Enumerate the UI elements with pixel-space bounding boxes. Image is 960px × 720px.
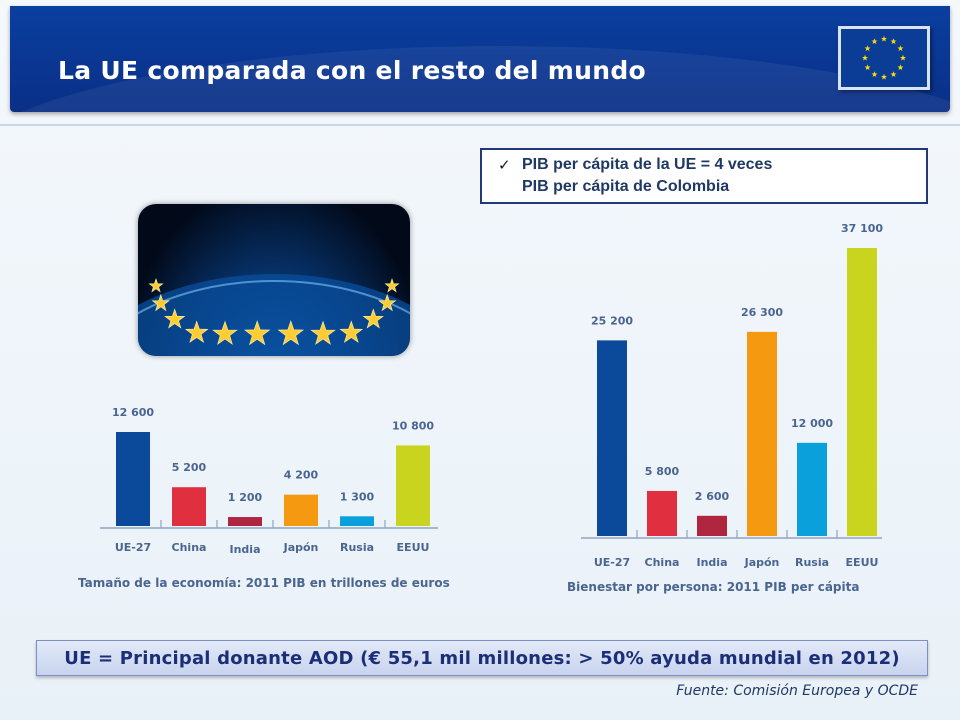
bar-china [647, 490, 677, 536]
globe-shape [138, 274, 410, 356]
bar-rusia [797, 442, 827, 536]
chart-2: 25 200 UE-27 5 800 China 2 600 India 26 300 Jap… [581, 222, 883, 569]
eu-flag-icon [838, 26, 930, 90]
flag-star-icon [871, 71, 878, 77]
gold-star-icon [310, 320, 336, 345]
bar-ue-27 [116, 432, 150, 526]
page-title: La UE comparada con el resto del mundo [58, 56, 647, 85]
chart-1-title: Tamaño de la economía: 2011 PIB en trill… [78, 576, 450, 590]
data-label: 25 200 [591, 314, 633, 327]
bar-india [697, 515, 727, 536]
category-label: Japón [283, 541, 319, 554]
bar-eeuu [396, 445, 430, 526]
flag-star-icon [900, 54, 906, 61]
callout-line-1: PIB per cápita de la UE = 4 veces [522, 156, 773, 173]
flag-star-icon [862, 54, 868, 61]
highlight-callout: ✓ PIB per cápita de la UE = 4 veces PIB … [480, 148, 928, 204]
header-banner [10, 6, 950, 112]
bar-rusia [340, 516, 374, 526]
flag-star-icon [890, 71, 897, 77]
bar-india [228, 517, 262, 526]
bar-ue-27 [597, 340, 627, 536]
gold-star-icon [339, 320, 364, 343]
gold-star-icon [384, 278, 400, 293]
category-label: India [697, 556, 728, 569]
bar-eeuu [847, 248, 877, 536]
category-label: UE-27 [594, 556, 630, 569]
chart-1: 12 600 UE-27 5 200 China 1 200 India 4 200 Japó… [100, 406, 438, 556]
bar-japón [284, 494, 318, 526]
data-label: 10 800 [392, 419, 434, 432]
flag-star-icon [864, 64, 871, 71]
gold-star-icon [244, 320, 271, 346]
data-label: 5 800 [645, 465, 680, 478]
data-label: 12 600 [112, 406, 154, 419]
data-label: 2 600 [695, 490, 730, 503]
flag-star-icon [897, 64, 904, 71]
chart-2-title: Bienestar por persona: 2011 PIB per cápi… [567, 580, 860, 594]
check-icon: ✓ [498, 156, 511, 174]
category-label: India [230, 543, 261, 556]
data-label: 5 200 [172, 461, 207, 474]
gold-star-icon [148, 278, 164, 293]
data-label: 1 300 [340, 490, 375, 503]
flag-star-icon [881, 73, 887, 80]
bar-japón [747, 331, 777, 536]
header-decoration [10, 6, 950, 112]
header-divider [0, 124, 960, 126]
category-label: EEUU [846, 556, 879, 569]
source-note: Fuente: Comisión Europea y OCDE [676, 683, 918, 699]
gold-star-icon [378, 293, 397, 312]
category-label: UE-27 [115, 541, 151, 554]
callout-line-2: PIB per cápita de Colombia [522, 178, 730, 195]
gold-star-icon [184, 320, 209, 343]
gold-star-icon [212, 320, 238, 345]
gold-star-icon [277, 320, 304, 346]
gold-star-icon [151, 293, 170, 312]
flag-star-icon [871, 38, 878, 45]
bar-china [172, 487, 206, 526]
category-label: Japón [744, 556, 780, 569]
data-label: 26 300 [741, 306, 783, 319]
data-label: 4 200 [284, 469, 319, 482]
category-label: Rusia [795, 556, 829, 569]
flag-star-icon [881, 35, 887, 42]
gold-star-icon [362, 308, 384, 329]
aod-banner: UE = Principal donante AOD (€ 55,1 mil m… [36, 640, 928, 676]
globe-rim [138, 280, 410, 315]
data-label: 12 000 [791, 417, 833, 430]
category-label: EEUU [397, 541, 430, 554]
eu-stars-globe-image [138, 204, 410, 356]
flag-star-icon [890, 38, 897, 45]
category-label: Rusia [340, 541, 374, 554]
data-label: 37 100 [841, 222, 883, 235]
flag-star-icon [864, 45, 871, 52]
data-label: 1 200 [228, 491, 263, 504]
category-label: China [172, 541, 207, 554]
category-label: China [645, 556, 680, 569]
flag-star-icon [897, 45, 904, 52]
gold-star-icon [164, 308, 186, 329]
